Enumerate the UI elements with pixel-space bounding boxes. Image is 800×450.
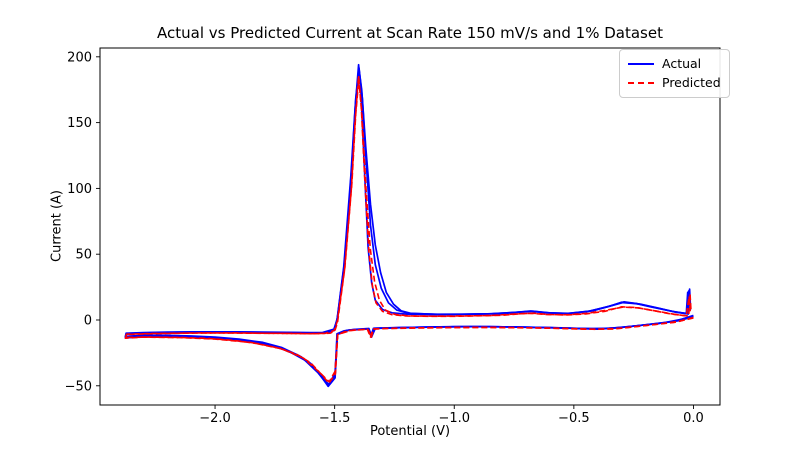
x-tick-label: −1.5	[319, 411, 351, 426]
legend: Actual Predicted	[619, 49, 730, 98]
y-tick-label: 0	[84, 313, 92, 328]
x-tick-label: −1.0	[438, 411, 470, 426]
y-tick-label: 50	[75, 248, 92, 263]
plot-border	[99, 47, 721, 406]
legend-label-predicted: Predicted	[662, 75, 721, 90]
y-tick-label: −50	[65, 379, 92, 394]
predicted-curve	[124, 78, 694, 383]
actual-line-icon	[628, 62, 654, 65]
y-tick-label: 150	[67, 116, 92, 131]
y-tick-label: 100	[67, 182, 92, 197]
y-tick-label: 200	[67, 50, 92, 65]
predicted-line-icon	[628, 81, 654, 84]
x-tick-label: −2.0	[199, 411, 231, 426]
legend-item-predicted: Predicted	[628, 73, 721, 92]
x-axis-label: Potential (V)	[369, 424, 451, 439]
legend-item-actual: Actual	[628, 54, 721, 73]
y-axis-label: Current (A)	[49, 190, 65, 262]
x-tick-label: 0.0	[683, 411, 704, 426]
x-tick-label: −0.5	[558, 411, 590, 426]
legend-label-actual: Actual	[662, 56, 702, 71]
chart-title: Actual vs Predicted Current at Scan Rate…	[157, 24, 663, 42]
